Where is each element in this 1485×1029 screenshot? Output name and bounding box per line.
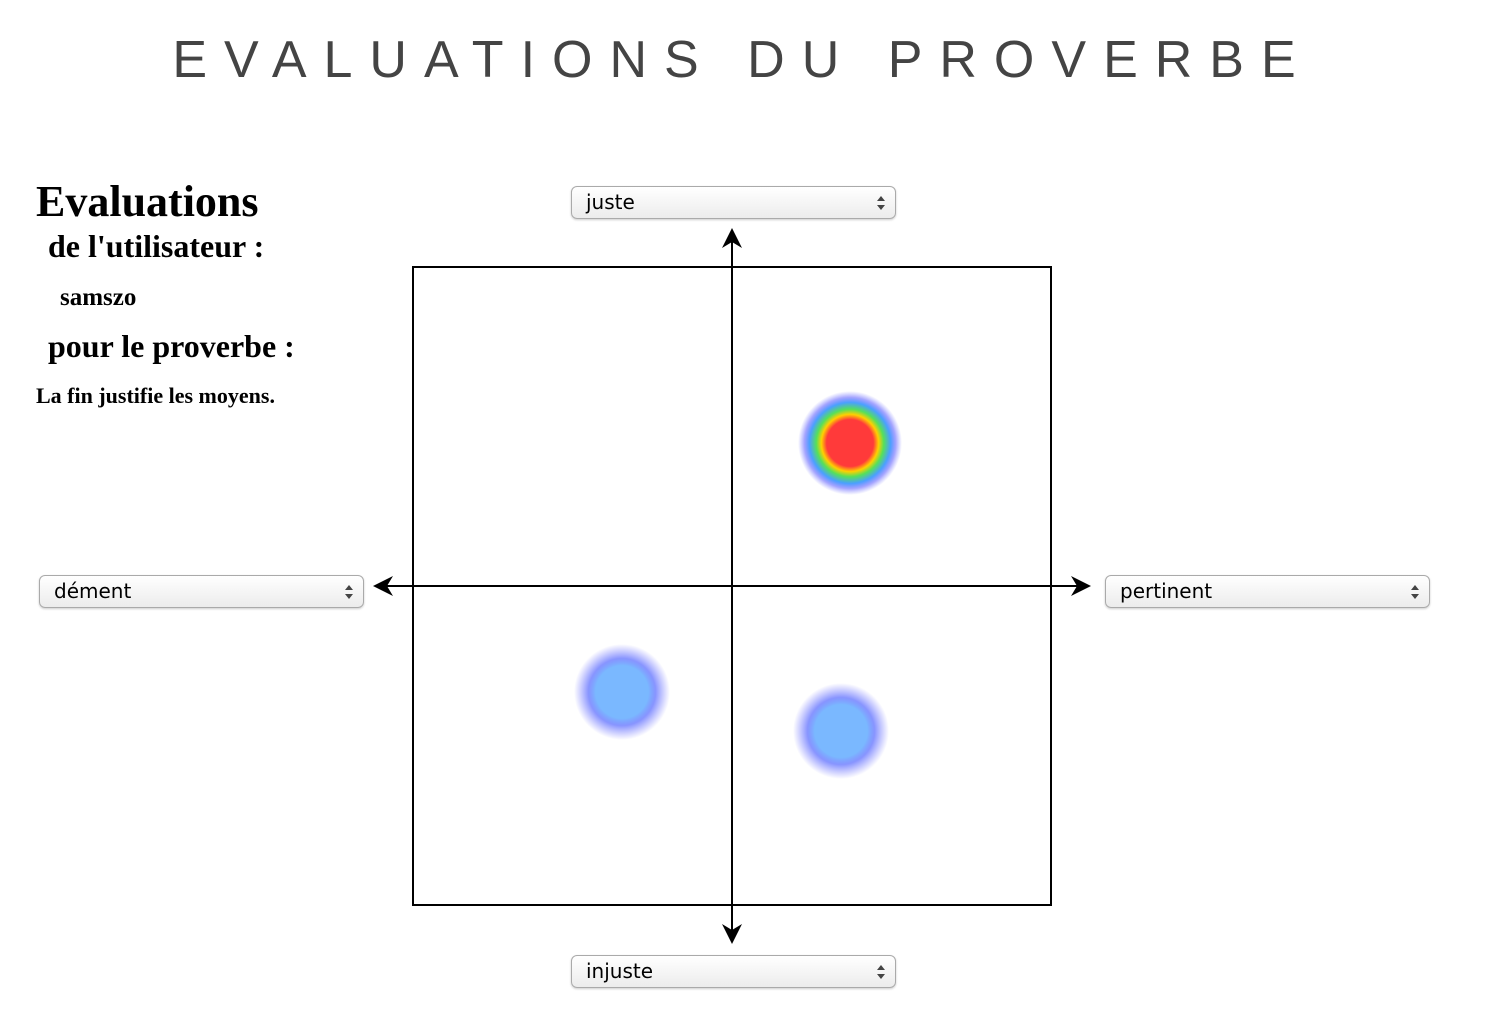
user-name: samszo (60, 284, 137, 311)
select-arrows (877, 196, 885, 210)
select-arrows (877, 965, 885, 979)
select-right[interactable]: pertinent (1105, 575, 1430, 608)
page-title: EVALUATIONS DU PROVERBE (172, 31, 1313, 89)
select-arrows (345, 585, 353, 599)
user-label: de l'utilisateur : (48, 228, 265, 264)
select-top[interactable]: juste (571, 186, 896, 219)
select-value: dément (54, 579, 132, 603)
select-value: juste (586, 190, 635, 214)
select-value: injuste (586, 959, 654, 983)
select-value: pertinent (1120, 579, 1213, 603)
select-left[interactable]: dément (39, 575, 364, 608)
heading: Evaluations (36, 177, 259, 226)
proverb-label: pour le proverbe : (48, 328, 295, 364)
select-arrows (1411, 585, 1419, 599)
select-bottom[interactable]: injuste (571, 955, 896, 988)
proverb: La fin justifie les moyens. (36, 383, 275, 408)
heat-spot (793, 683, 889, 779)
heat-spot (574, 644, 670, 740)
heat-spot (798, 391, 902, 495)
